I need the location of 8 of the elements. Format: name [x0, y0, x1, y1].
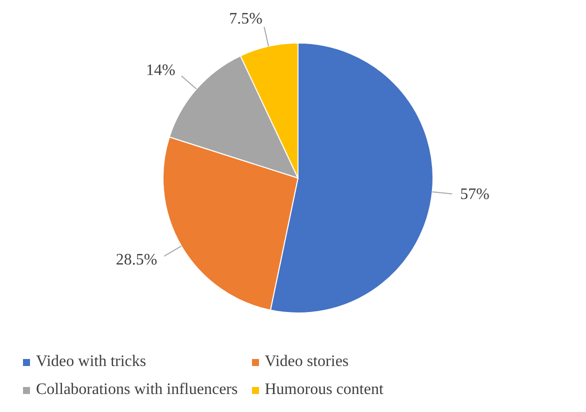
data-label: 57%	[460, 186, 490, 204]
data-label: 28.5%	[116, 252, 158, 269]
legend-label: Video stories	[264, 353, 350, 371]
legend-label: Collaborations with influencers	[35, 381, 238, 399]
data-label: 14%	[146, 62, 176, 80]
legend-label: Humorous content	[264, 381, 384, 399]
data-label: 7.5%	[229, 10, 262, 28]
legend-label: Video with tricks	[35, 353, 148, 371]
